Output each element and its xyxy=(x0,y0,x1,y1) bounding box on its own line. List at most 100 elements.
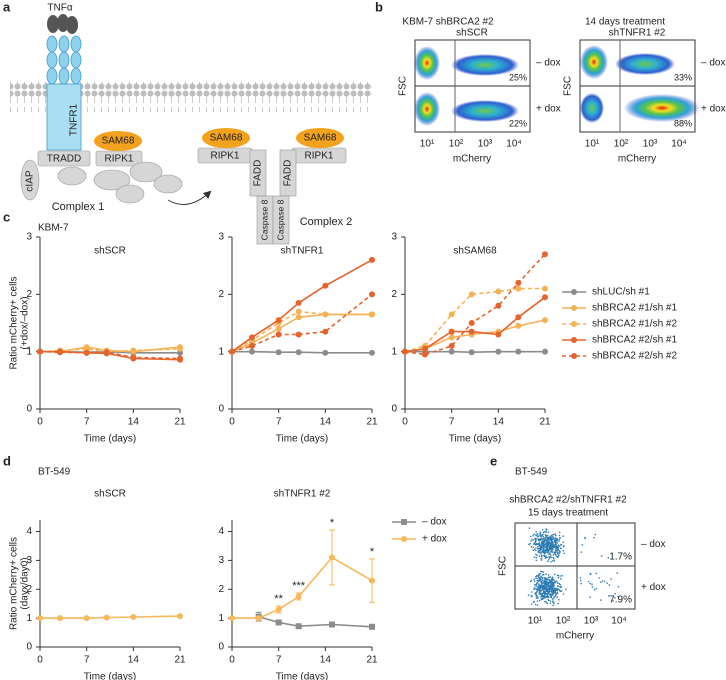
event-dot xyxy=(542,585,544,588)
event-dot xyxy=(617,595,619,598)
cell-line: BT-549 xyxy=(515,467,548,478)
y-tick-label: 4 xyxy=(26,526,32,537)
event-dot xyxy=(547,588,549,590)
event-dot xyxy=(559,583,561,586)
event-dot xyxy=(557,552,559,555)
point xyxy=(515,285,522,292)
x-tick-label: 10³ xyxy=(478,139,493,150)
event-dot xyxy=(610,578,612,580)
event-dot xyxy=(539,587,542,590)
percent: 33% xyxy=(674,72,692,82)
event-dot xyxy=(541,529,544,531)
x-tick-label: 10³ xyxy=(584,616,599,627)
event-dot xyxy=(548,581,550,584)
event-dot xyxy=(538,583,540,586)
event-dot xyxy=(558,598,560,601)
event-dot xyxy=(549,600,552,602)
x-tick-label: 10⁴ xyxy=(671,139,686,150)
event-dot xyxy=(556,580,558,583)
event-dot xyxy=(558,552,561,554)
event-dot xyxy=(537,575,539,577)
event-dot xyxy=(537,543,540,545)
point xyxy=(468,328,475,335)
density xyxy=(414,92,440,126)
event-dot xyxy=(556,588,558,591)
x-tick-label: 10¹ xyxy=(585,139,600,150)
x-tick-label: 0 xyxy=(37,417,43,428)
event-dot xyxy=(540,578,542,580)
event-dot xyxy=(561,574,563,577)
event-dot xyxy=(560,590,563,592)
x-tick-label: 14 xyxy=(128,655,140,666)
event-dot xyxy=(533,580,536,582)
row-label: + dox xyxy=(701,104,726,115)
event-dot xyxy=(532,546,535,549)
y-tick-label: 0 xyxy=(391,404,397,415)
point xyxy=(177,345,183,352)
panel-title: shBRCA2 #2/shTNFR1 #2 xyxy=(509,495,627,506)
chart-title: shSAM68 xyxy=(453,246,497,257)
event-dot xyxy=(552,554,555,556)
x-tick-label: 21 xyxy=(366,417,378,428)
event-dot xyxy=(540,581,543,584)
event-dot xyxy=(543,580,546,582)
event-dot xyxy=(612,600,614,602)
event-dot xyxy=(563,552,566,555)
event-dot xyxy=(544,534,547,536)
event-dot xyxy=(544,539,546,542)
event-dot xyxy=(552,582,554,584)
event-dot xyxy=(530,594,533,597)
event-dot xyxy=(580,551,583,553)
y-axis-title: Ratio mCherry+ cells xyxy=(9,276,20,369)
event-dot xyxy=(550,593,552,595)
event-dot xyxy=(555,543,557,546)
point xyxy=(448,348,455,355)
event-dot xyxy=(550,556,552,559)
event-dot xyxy=(539,572,542,575)
point xyxy=(83,349,90,356)
y-tick-label: 1 xyxy=(218,613,224,624)
event-dot xyxy=(544,555,546,558)
event-dot xyxy=(553,588,555,590)
event-dot xyxy=(547,531,550,534)
event-dot xyxy=(542,545,544,547)
event-dot xyxy=(536,604,539,606)
event-dot xyxy=(549,587,551,590)
event-dot xyxy=(538,551,540,554)
event-dot xyxy=(593,536,595,539)
significance: * xyxy=(370,546,375,558)
event-dot xyxy=(553,584,555,587)
event-dot xyxy=(535,594,538,596)
y-tick-label: 0 xyxy=(26,404,32,415)
event-dot xyxy=(547,546,549,549)
percent: 25% xyxy=(509,72,527,82)
point xyxy=(295,308,302,315)
panel-title: 15 days treatment xyxy=(528,508,608,519)
event-dot xyxy=(553,592,556,594)
event-dot xyxy=(581,544,584,546)
event-dot xyxy=(539,586,541,588)
event-dot xyxy=(556,596,558,598)
event-dot xyxy=(559,547,562,549)
event-dot xyxy=(551,576,554,579)
event-dot xyxy=(544,586,546,588)
y-tick-label: 2 xyxy=(26,289,32,300)
event-dot xyxy=(546,560,549,563)
event-dot xyxy=(531,538,533,541)
axis-title: FSC xyxy=(398,76,409,96)
event-dot xyxy=(538,544,541,547)
point xyxy=(322,328,329,335)
event-dot xyxy=(533,588,535,591)
event-dot xyxy=(544,600,546,603)
point xyxy=(495,348,502,355)
event-dot xyxy=(540,534,542,537)
x-tick-label: 10² xyxy=(449,139,464,150)
event-dot xyxy=(558,589,561,592)
event-dot xyxy=(547,576,549,579)
event-dot xyxy=(533,548,536,551)
axis-title: FSC xyxy=(563,76,574,96)
event-dot xyxy=(529,535,532,538)
event-dot xyxy=(537,597,539,599)
y-tick-label: 2 xyxy=(218,289,224,300)
protein-label: FADD xyxy=(283,160,294,187)
